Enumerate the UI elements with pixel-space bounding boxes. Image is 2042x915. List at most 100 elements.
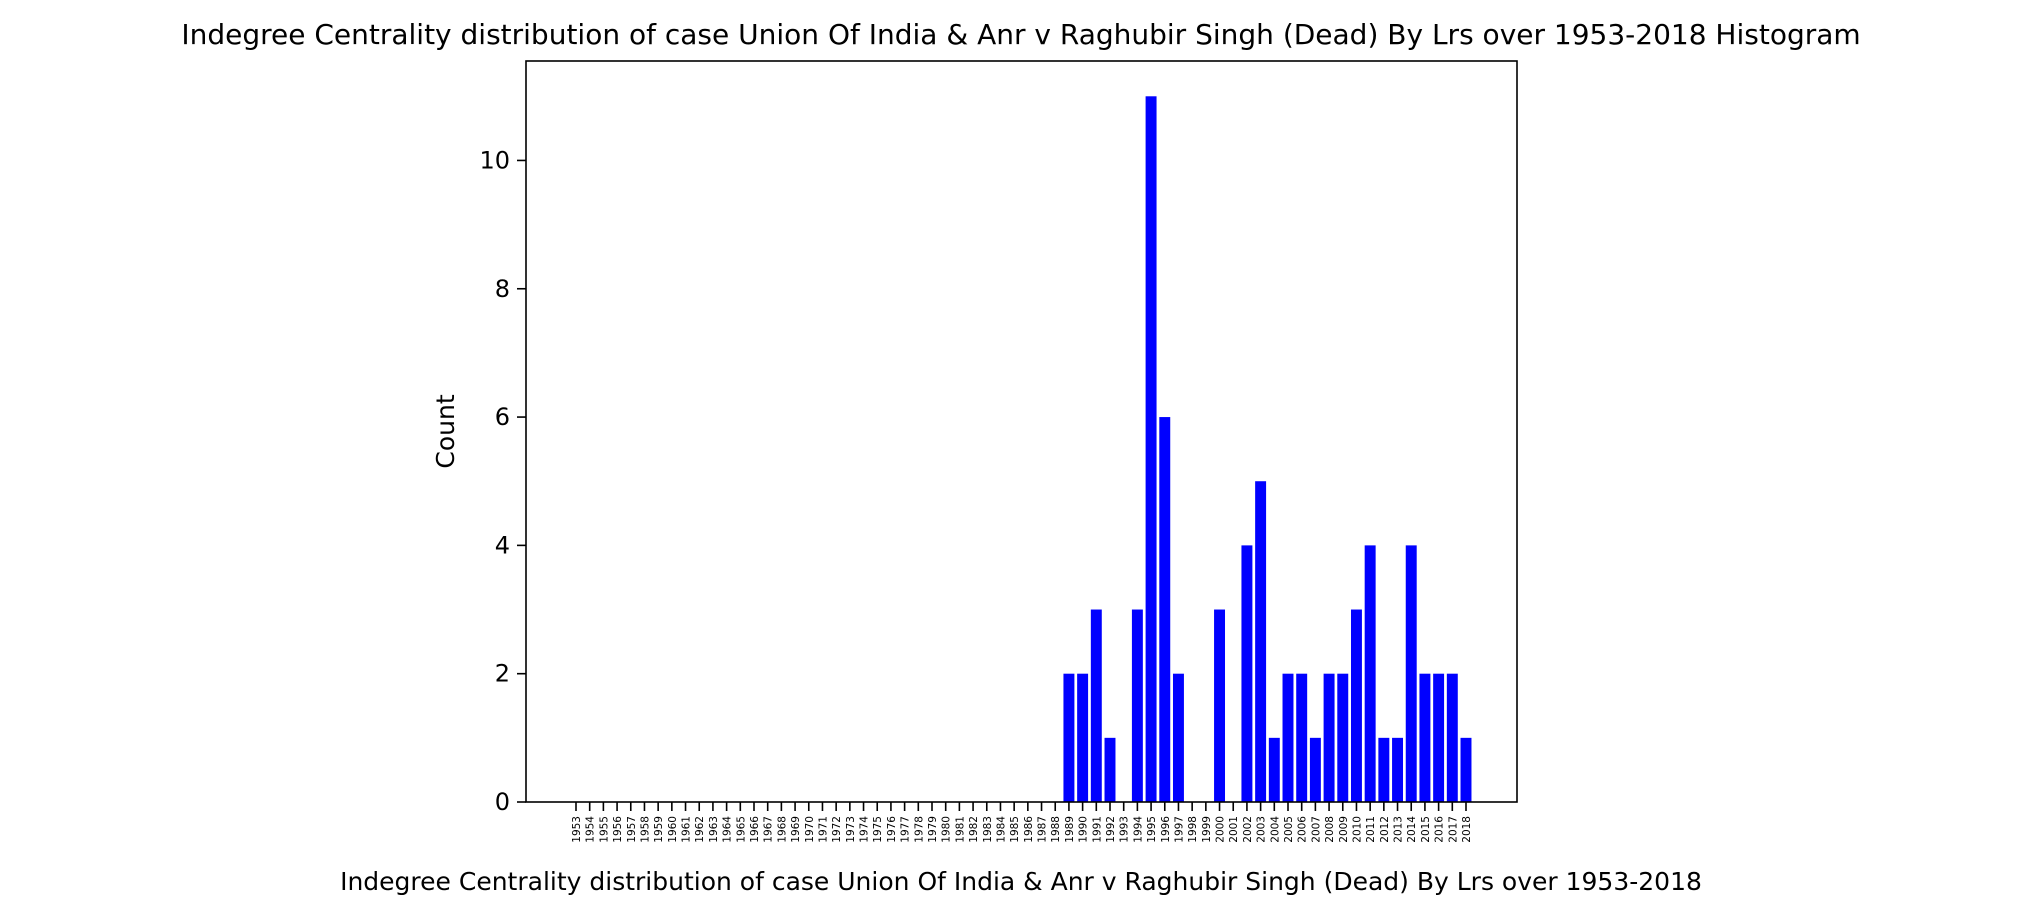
x-tick-label-1958: 1958 [639, 816, 651, 843]
x-tick-label-2004: 2004 [1269, 816, 1281, 843]
bar-2009 [1337, 673, 1349, 802]
x-axis: 1953 1954 1955 1956 1957 1958 1959 1960 1961 1962… [571, 802, 1473, 843]
x-tick-label-1990: 1990 [1078, 816, 1090, 843]
x-tick-label-2013: 2013 [1393, 816, 1405, 843]
bar-1991 [1090, 609, 1102, 802]
x-tick-label-1968: 1968 [776, 816, 788, 843]
x-tick-label-2018: 2018 [1461, 816, 1473, 843]
x-tick-label-1984: 1984 [995, 816, 1007, 843]
bar-2000 [1214, 609, 1226, 802]
bar-2006 [1296, 673, 1308, 802]
x-tick-label-2015: 2015 [1420, 816, 1432, 843]
x-tick-label-1953: 1953 [571, 816, 583, 843]
x-tick-label-1994: 1994 [1132, 816, 1144, 843]
x-tick-label-2014: 2014 [1406, 816, 1418, 843]
bar-2013 [1392, 737, 1404, 802]
x-tick-label-1957: 1957 [626, 816, 638, 843]
x-tick-label-1979: 1979 [927, 816, 939, 843]
x-tick-label-1967: 1967 [763, 816, 775, 843]
bar-2002 [1241, 545, 1253, 802]
x-tick-label-1972: 1972 [831, 816, 843, 843]
x-tick-label-1999: 1999 [1201, 816, 1213, 843]
x-tick-label-2002: 2002 [1242, 816, 1254, 843]
y-tick-label: 2 [495, 660, 510, 688]
bar-2012 [1378, 737, 1390, 802]
x-tick-label-1973: 1973 [845, 816, 857, 843]
x-tick-label-2007: 2007 [1310, 816, 1322, 843]
y-axis: 0 2 4 6 8 10 [479, 146, 526, 816]
bar-2015 [1419, 673, 1431, 802]
x-tick-label-1961: 1961 [681, 816, 693, 843]
x-tick-label-2009: 2009 [1338, 816, 1350, 843]
x-tick-label-2010: 2010 [1351, 816, 1363, 843]
x-tick-label-1996: 1996 [1160, 816, 1172, 843]
x-tick-label-2012: 2012 [1379, 816, 1391, 843]
x-tick-label-2000: 2000 [1215, 816, 1227, 843]
x-tick-label-1992: 1992 [1105, 816, 1117, 843]
x-tick-label-2011: 2011 [1365, 816, 1377, 843]
x-tick-label-2008: 2008 [1324, 816, 1336, 843]
x-tick-label-1991: 1991 [1091, 816, 1103, 843]
x-tick-label-1969: 1969 [790, 816, 802, 843]
y-tick-label: 8 [495, 275, 510, 303]
x-tick-label-1956: 1956 [612, 816, 624, 843]
x-tick-label-1980: 1980 [941, 816, 953, 843]
bar-1997 [1172, 673, 1184, 802]
x-tick-label-1965: 1965 [735, 816, 747, 843]
bar-2017 [1446, 673, 1458, 802]
bar-2003 [1255, 481, 1267, 802]
y-axis-label: Count [431, 394, 460, 468]
bar-2011 [1364, 545, 1376, 802]
x-tick-label-1998: 1998 [1187, 816, 1199, 843]
bar-1994 [1131, 609, 1143, 802]
x-tick-label-1981: 1981 [954, 816, 966, 843]
bar-1989 [1063, 673, 1075, 802]
y-tick-label: 10 [479, 146, 510, 174]
bars-group [1063, 96, 1472, 803]
x-tick-label-2017: 2017 [1447, 816, 1459, 843]
x-tick-label-1983: 1983 [982, 816, 994, 843]
bar-2004 [1268, 737, 1280, 802]
x-tick-label-1959: 1959 [653, 816, 665, 843]
x-tick-label-1966: 1966 [749, 816, 761, 843]
bar-2018 [1460, 737, 1472, 802]
x-tick-label-1978: 1978 [913, 816, 925, 843]
bar-2005 [1282, 673, 1294, 802]
x-axis-label: Indegree Centrality distribution of case… [340, 867, 1702, 896]
x-tick-label-1975: 1975 [872, 816, 884, 843]
x-tick-label-1963: 1963 [708, 816, 720, 843]
x-tick-label-2003: 2003 [1256, 816, 1268, 843]
bar-2008 [1323, 673, 1335, 802]
x-tick-label-1962: 1962 [694, 816, 706, 843]
x-tick-label-1988: 1988 [1050, 816, 1062, 843]
x-tick-label-1977: 1977 [900, 816, 912, 843]
x-tick-label-1976: 1976 [886, 816, 898, 843]
y-tick-label: 0 [495, 788, 510, 816]
x-tick-label-1974: 1974 [859, 816, 871, 843]
bar-2014 [1405, 545, 1417, 802]
x-tick-label-1970: 1970 [804, 816, 816, 843]
x-tick-label-1985: 1985 [1009, 816, 1021, 843]
bar-1992 [1104, 737, 1116, 802]
x-tick-label-1971: 1971 [817, 816, 829, 843]
x-tick-label-1986: 1986 [1023, 816, 1035, 843]
x-tick-label-2016: 2016 [1434, 816, 1446, 843]
chart-title: Indegree Centrality distribution of case… [181, 18, 1860, 51]
bar-1996 [1159, 417, 1171, 802]
x-tick-label-2001: 2001 [1228, 816, 1240, 843]
x-tick-label-1997: 1997 [1173, 816, 1185, 843]
bar-2016 [1433, 673, 1445, 802]
bar-1990 [1077, 673, 1089, 802]
x-tick-label-2005: 2005 [1283, 816, 1295, 843]
x-tick-label-2006: 2006 [1297, 816, 1309, 843]
x-tick-label-1955: 1955 [598, 816, 610, 843]
x-tick-label-1989: 1989 [1064, 816, 1076, 843]
x-tick-label-1995: 1995 [1146, 816, 1158, 843]
x-tick-label-1960: 1960 [667, 816, 679, 843]
bar-1995 [1145, 96, 1157, 803]
bar-2007 [1309, 737, 1321, 802]
x-tick-label-1987: 1987 [1037, 816, 1049, 843]
x-tick-label-1954: 1954 [585, 816, 597, 843]
plot-area-frame [525, 60, 1518, 803]
